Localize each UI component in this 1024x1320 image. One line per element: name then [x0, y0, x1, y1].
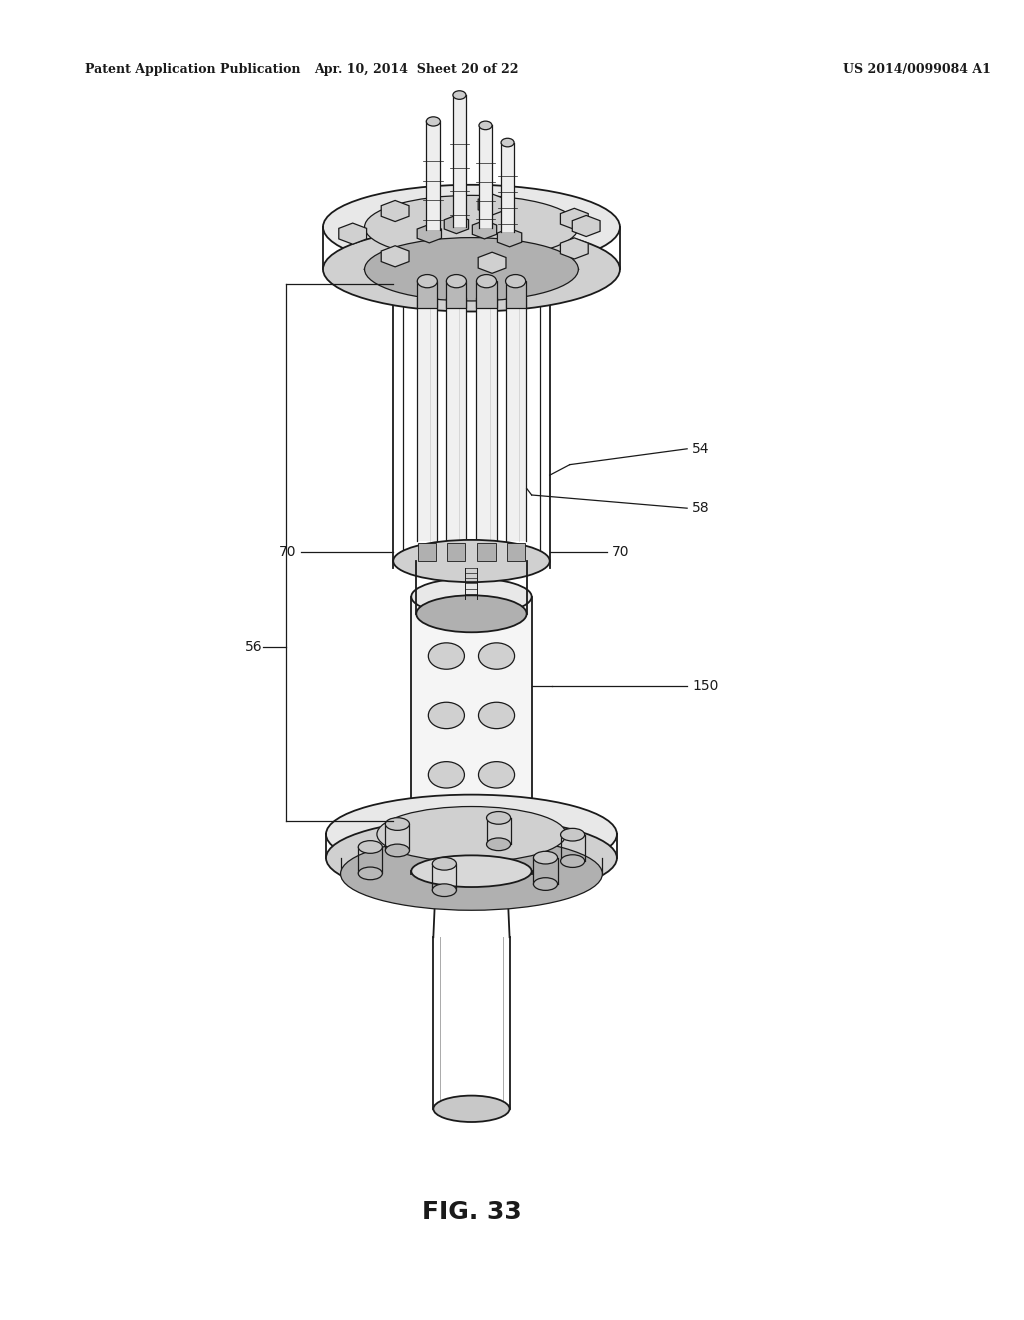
Ellipse shape [486, 812, 511, 824]
Polygon shape [472, 220, 497, 239]
Polygon shape [444, 215, 469, 234]
Bar [501, 143, 514, 232]
Ellipse shape [326, 818, 616, 898]
Polygon shape [560, 238, 588, 259]
Ellipse shape [560, 829, 585, 841]
Ellipse shape [534, 851, 557, 865]
Ellipse shape [433, 1096, 510, 1122]
Text: 54: 54 [692, 442, 710, 455]
Polygon shape [560, 209, 588, 230]
Bar [418, 298, 437, 541]
Polygon shape [381, 246, 409, 267]
Ellipse shape [501, 139, 514, 147]
Bar [426, 121, 440, 230]
Ellipse shape [428, 702, 465, 729]
Ellipse shape [377, 807, 566, 862]
Ellipse shape [560, 855, 585, 867]
Ellipse shape [365, 195, 579, 259]
Text: 70: 70 [279, 545, 296, 558]
Ellipse shape [418, 275, 437, 288]
Ellipse shape [393, 540, 550, 582]
Text: 58: 58 [692, 502, 710, 515]
Bar [476, 298, 497, 541]
Ellipse shape [365, 238, 579, 301]
Text: 70: 70 [612, 545, 630, 558]
Bar [453, 95, 466, 227]
Ellipse shape [417, 595, 526, 632]
Ellipse shape [323, 185, 620, 269]
Ellipse shape [385, 843, 410, 857]
Text: FIG. 33: FIG. 33 [422, 1200, 521, 1224]
Ellipse shape [385, 817, 410, 830]
Ellipse shape [426, 117, 440, 125]
Bar [418, 281, 437, 308]
Bar [477, 543, 496, 561]
Ellipse shape [478, 702, 515, 729]
Ellipse shape [534, 878, 557, 891]
Ellipse shape [479, 121, 492, 129]
Ellipse shape [358, 867, 382, 879]
Ellipse shape [412, 578, 531, 615]
Bar [412, 597, 531, 834]
Bar [447, 543, 466, 561]
Polygon shape [572, 215, 600, 236]
Ellipse shape [432, 884, 457, 896]
Bar [446, 298, 467, 541]
Bar [446, 281, 467, 308]
Bar [507, 543, 524, 561]
Polygon shape [417, 224, 441, 243]
Text: US 2014/0099084 A1: US 2014/0099084 A1 [843, 63, 990, 77]
Ellipse shape [478, 643, 515, 669]
Polygon shape [339, 223, 367, 244]
Bar [506, 281, 525, 308]
Ellipse shape [478, 762, 515, 788]
Ellipse shape [506, 275, 525, 288]
Ellipse shape [412, 816, 531, 853]
Ellipse shape [486, 838, 511, 850]
Bar [479, 125, 492, 228]
Bar [506, 298, 525, 541]
Ellipse shape [412, 855, 531, 887]
Text: Apr. 10, 2014  Sheet 20 of 22: Apr. 10, 2014 Sheet 20 of 22 [314, 63, 518, 77]
Ellipse shape [432, 858, 457, 870]
Ellipse shape [323, 227, 620, 312]
Ellipse shape [446, 275, 467, 288]
Bar [418, 543, 436, 561]
Polygon shape [498, 228, 522, 247]
Polygon shape [478, 194, 506, 215]
Text: Patent Application Publication: Patent Application Publication [85, 63, 301, 77]
Text: 56: 56 [245, 640, 263, 653]
Bar [476, 281, 497, 308]
Ellipse shape [358, 841, 382, 853]
Ellipse shape [428, 643, 465, 669]
Polygon shape [381, 201, 409, 222]
Ellipse shape [341, 837, 602, 911]
Ellipse shape [476, 275, 497, 288]
Ellipse shape [428, 762, 465, 788]
Ellipse shape [326, 795, 616, 874]
Text: 150: 150 [692, 680, 719, 693]
Polygon shape [478, 252, 506, 273]
Ellipse shape [453, 91, 466, 99]
